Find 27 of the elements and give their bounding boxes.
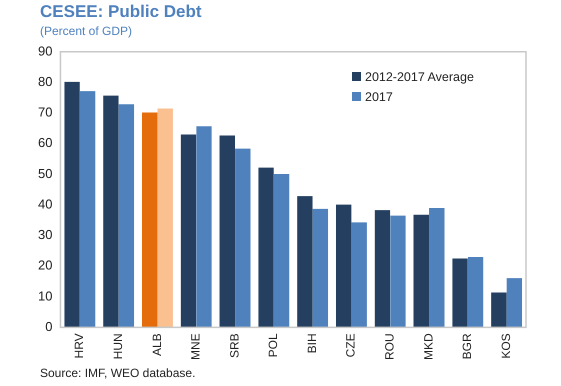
x-tick-label: KOS <box>498 333 513 359</box>
x-tick-label: HRV <box>72 333 86 358</box>
y-tick-label: 10 <box>38 288 52 304</box>
y-tick-label: 70 <box>38 104 52 120</box>
x-tick-label: POL <box>266 333 280 358</box>
x-tick-label: SRB <box>227 333 242 358</box>
y-tick-label: 50 <box>38 166 52 181</box>
x-tick-label: BGR <box>460 333 474 360</box>
chart-title: CESEE: Public Debt <box>40 2 202 22</box>
legend-label: 2017 <box>364 90 394 104</box>
source-note: Source: IMF, WEO database. <box>40 366 196 380</box>
x-tick-label: ALB <box>150 333 164 356</box>
x-tick-label: ROU <box>382 333 397 360</box>
legend-label: 2012-2017 Average <box>364 70 474 84</box>
y-tick-label: 40 <box>38 196 52 212</box>
y-tick-label: 20 <box>38 258 52 273</box>
y-tick-label: 30 <box>38 227 52 242</box>
y-tick-label: 60 <box>38 135 52 150</box>
x-tick-label: MKD <box>421 333 436 360</box>
x-tick-label: MNE <box>188 333 203 360</box>
chart-subtitle: (Percent of GDP) <box>40 24 132 38</box>
y-tick-label: 90 <box>38 43 52 58</box>
y-tick-label: 80 <box>38 74 52 89</box>
y-tick-label: 0 <box>45 318 52 334</box>
x-tick-label: BIH <box>304 333 319 354</box>
x-tick-label: HUN <box>110 333 125 360</box>
x-tick-label: CZE <box>344 333 358 358</box>
